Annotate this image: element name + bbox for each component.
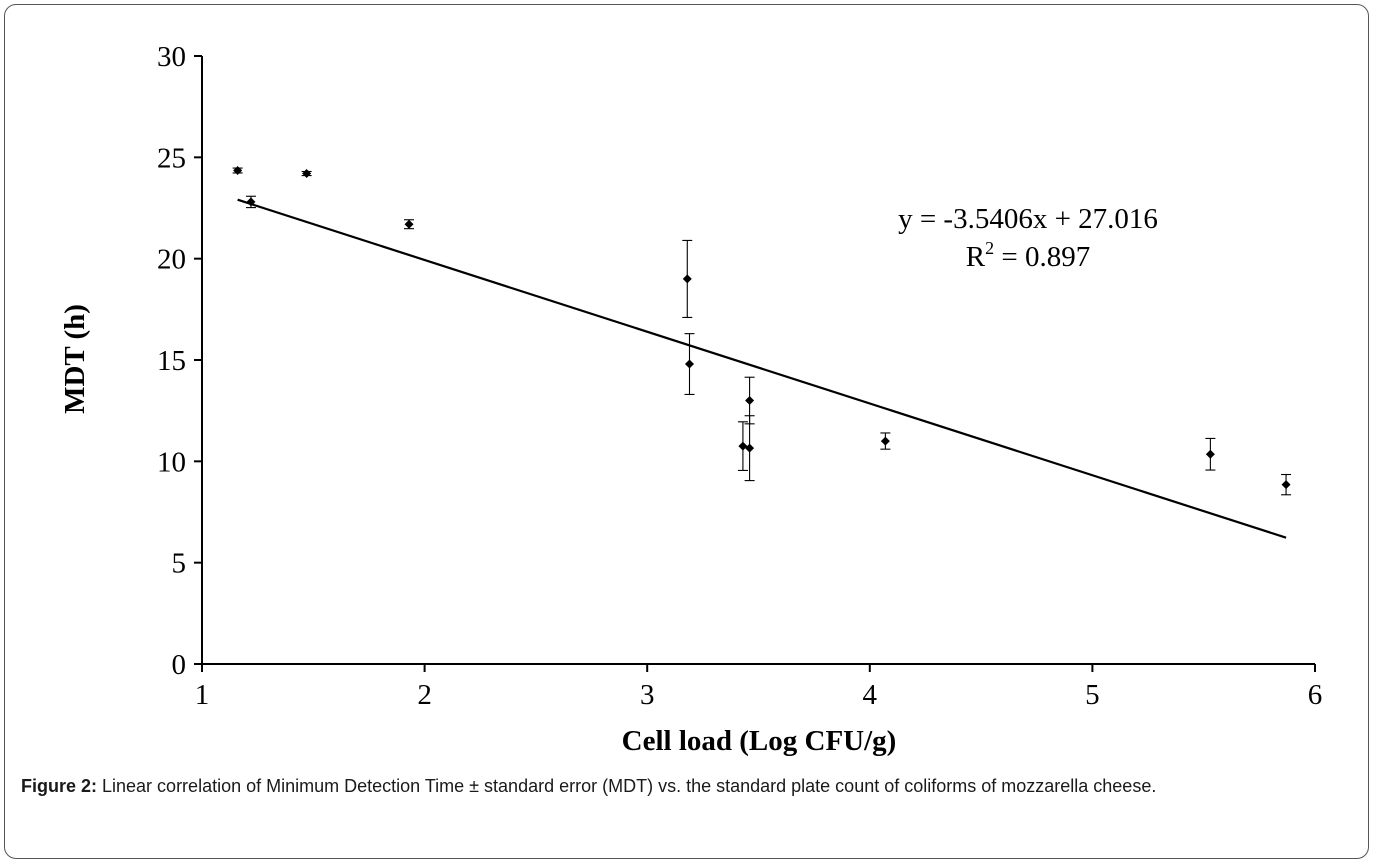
diamond-marker [738,441,748,451]
data-point [682,239,693,318]
diamond-marker [1205,449,1215,459]
data-point [880,432,891,450]
data-point [744,376,755,425]
x-tick-label: 5 [1085,679,1100,711]
caption-label: Figure 2: [21,776,98,796]
y-tick-label: 5 [172,548,187,580]
diamond-marker [404,219,414,229]
x-tick-label: 4 [863,679,878,711]
data-point [232,166,243,176]
diamond-marker [233,166,243,176]
trendline-layer [237,198,1287,539]
diamond-marker [880,436,890,446]
caption-text: Linear correlation of Minimum Detection … [97,776,1157,796]
x-axis-label: Cell load (Log CFU/g) [622,725,897,757]
data-point [737,421,748,472]
data-point [1281,473,1292,496]
diamond-marker [246,197,256,207]
data-points-layer [232,166,1292,496]
y-tick-label: 15 [157,345,186,377]
data-point [404,219,415,230]
diamond-marker [745,396,755,406]
diamond-marker [1281,480,1291,490]
diamond-marker [682,274,692,284]
data-point [1205,437,1216,471]
x-tick-label: 6 [1308,679,1323,711]
r-squared-label: R2 = 0.897 [966,238,1090,273]
y-tick-label: 20 [157,244,186,276]
r-squared-superscript: 2 [985,238,994,258]
data-point [245,195,256,209]
y-axis-label: MDT (h) [59,304,91,414]
diamond-marker [684,359,694,369]
x-tick-label: 1 [195,679,210,711]
diamond-marker [302,169,312,179]
data-point [684,333,695,396]
axes: 1 2 3 4 5 6 0 5 10 15 20 25 30 [157,41,1322,711]
data-point [301,169,312,179]
x-tick-label: 2 [417,679,432,711]
scatter-chart: 1 2 3 4 5 6 0 5 10 15 20 25 30 y = -3.5406x + 27.016… [59,41,1322,757]
x-tick-label: 3 [640,679,655,711]
y-tick-label: 10 [157,446,186,478]
figure-caption: Figure 2: Linear correlation of Minimum … [21,774,1351,799]
y-tick-label: 30 [157,41,186,73]
figure-frame [4,4,1369,859]
y-tick-label: 25 [157,142,186,174]
diamond-marker [745,443,755,453]
y-tick-label: 0 [172,649,187,681]
trendline [237,198,1287,539]
regression-equation: y = -3.5406x + 27.016 [898,203,1158,235]
